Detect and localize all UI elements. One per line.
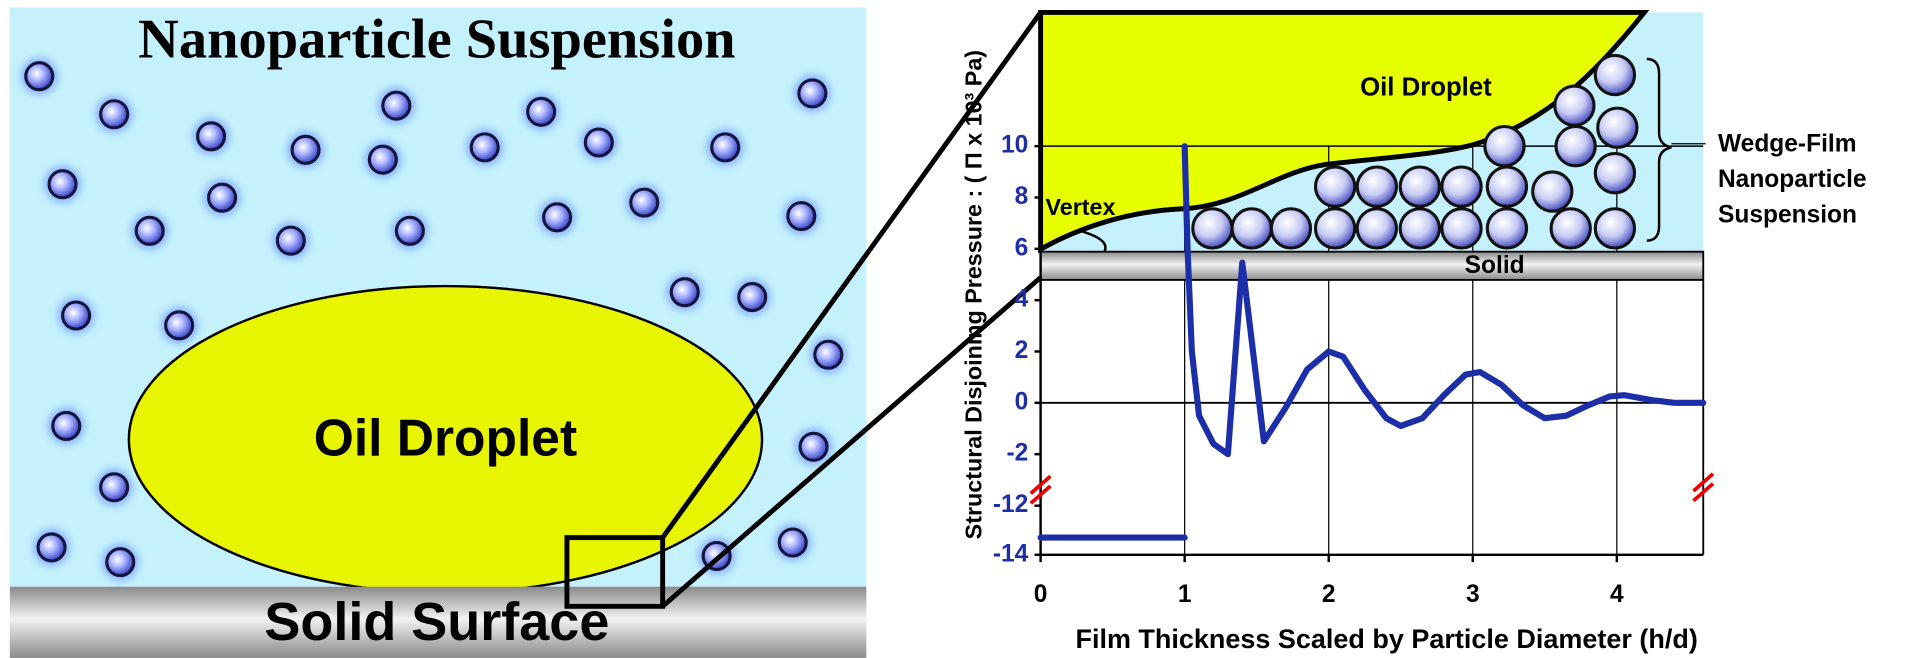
- particle: [101, 474, 128, 501]
- x-tick-label: 4: [1610, 581, 1624, 608]
- x-tick-label: 3: [1466, 581, 1480, 608]
- particle: [369, 146, 396, 173]
- y-tick-label: 10: [1001, 132, 1028, 159]
- particle: [631, 189, 658, 216]
- particle: [779, 529, 806, 556]
- droplet-label: Oil Droplet: [314, 409, 577, 467]
- particle: [292, 136, 319, 163]
- y-tick-label: -2: [1007, 440, 1029, 467]
- y-tick-label: -14: [993, 540, 1029, 567]
- sphere: [1598, 108, 1637, 147]
- particle: [383, 92, 410, 119]
- particle: [63, 302, 90, 329]
- surface-label: Solid Surface: [264, 592, 609, 652]
- particle: [277, 227, 304, 254]
- sphere: [1487, 209, 1526, 248]
- y-tick-label: 0: [1015, 388, 1029, 415]
- sphere: [1315, 209, 1354, 248]
- sphere: [1533, 172, 1572, 211]
- figure: Nanoparticle Suspension Oil Droplet Soli…: [0, 0, 1918, 658]
- particle: [712, 134, 739, 161]
- sphere: [1400, 209, 1439, 248]
- sphere: [1232, 209, 1271, 248]
- particle: [800, 433, 827, 460]
- sphere: [1315, 167, 1354, 206]
- sphere: [1595, 209, 1634, 248]
- particle: [528, 98, 555, 125]
- sphere: [1442, 167, 1481, 206]
- sphere: [1193, 209, 1232, 248]
- inset-solid: [1041, 252, 1704, 280]
- sphere: [1442, 209, 1481, 248]
- sphere: [1271, 209, 1310, 248]
- page: { "left": {"title": "Nanoparticle Suspen…: [0, 0, 1918, 658]
- x-tick-label: 2: [1322, 581, 1336, 608]
- particle: [101, 101, 128, 128]
- particle: [209, 184, 236, 211]
- y-tick-label: -12: [993, 491, 1028, 518]
- particle: [799, 80, 826, 107]
- y-axis-label: Structural Disjoining Pressure : ( Π x 1…: [961, 50, 987, 539]
- sphere: [1551, 209, 1590, 248]
- particle: [815, 341, 842, 368]
- y-tick-label: 6: [1015, 234, 1029, 261]
- sphere: [1400, 167, 1439, 206]
- particle: [49, 171, 76, 198]
- sphere: [1556, 127, 1595, 166]
- particle: [585, 129, 612, 156]
- inset-droplet-label: Oil Droplet: [1360, 73, 1492, 101]
- film-label: Wedge-Film: [1718, 130, 1857, 157]
- particle: [471, 134, 498, 161]
- sphere: [1357, 209, 1396, 248]
- particle: [166, 312, 193, 339]
- particle: [26, 63, 53, 90]
- particle: [136, 217, 163, 244]
- x-tick-label: 1: [1178, 581, 1192, 608]
- y-tick-label: 4: [1015, 286, 1029, 313]
- vertex-label: Vertex: [1046, 194, 1116, 220]
- film-label: Nanoparticle: [1718, 166, 1867, 193]
- particle: [38, 534, 65, 561]
- sphere: [1555, 86, 1594, 125]
- particle: [107, 549, 134, 576]
- sphere: [1595, 55, 1634, 94]
- particle: [788, 203, 815, 230]
- y-tick-label: 8: [1015, 183, 1029, 210]
- sphere: [1485, 127, 1524, 166]
- particle: [198, 123, 225, 150]
- left-title: Nanoparticle Suspension: [138, 8, 735, 70]
- particle: [544, 204, 571, 231]
- y-tick-label: 2: [1015, 337, 1029, 364]
- inset-solid-label: Solid: [1465, 252, 1525, 279]
- sphere: [1357, 167, 1396, 206]
- film-label: Suspension: [1718, 202, 1857, 229]
- x-tick-label: 0: [1034, 581, 1048, 608]
- particle: [671, 279, 698, 306]
- particle: [53, 412, 80, 439]
- particle: [396, 217, 423, 244]
- axis-break: [1031, 474, 1713, 503]
- sphere: [1595, 154, 1634, 193]
- x-axis-label: Film Thickness Scaled by Particle Diamet…: [1075, 624, 1697, 654]
- particle: [739, 284, 766, 311]
- sphere: [1487, 167, 1526, 206]
